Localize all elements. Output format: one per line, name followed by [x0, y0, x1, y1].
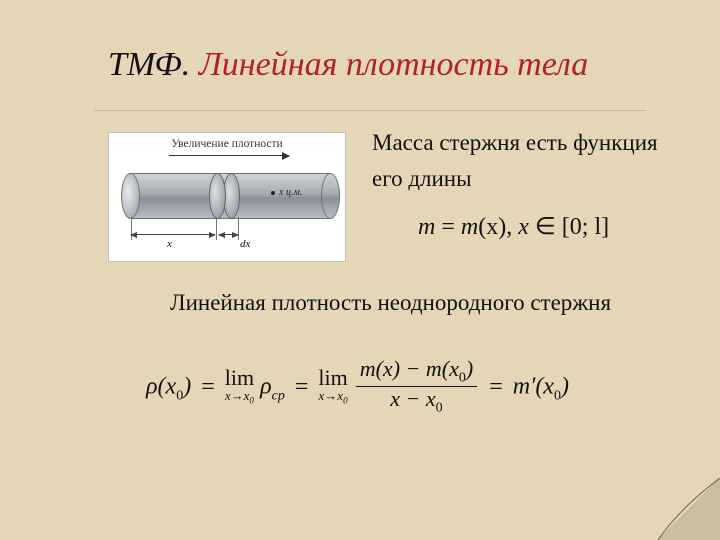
ext-line-2 [216, 217, 217, 240]
center-of-mass-dot [271, 191, 275, 195]
slide-title: ТМФ. Линейная плотность тела [108, 46, 588, 84]
dimension-x-label: x [167, 238, 172, 250]
dimension-dx-label: dx [240, 238, 250, 250]
f2-zero-b: 0 [554, 388, 561, 403]
f2-lim1-top: lim [225, 365, 254, 390]
f2-rparen: ) [561, 374, 569, 400]
paragraph-mass-function: Масса стержня есть функция его длины [372, 125, 682, 196]
f1-x: x [518, 214, 529, 240]
f2-den-zero: 0 [436, 400, 443, 415]
f2-num-zero: 0 [459, 370, 466, 385]
center-of-mass-label: x ц.м. [279, 187, 302, 198]
f2-eq2: = [285, 374, 319, 400]
f2-den-a: x − x [390, 386, 435, 411]
rod-endcap-left [121, 173, 140, 219]
f1-m: m [418, 214, 435, 240]
f2-rho2: ρ [254, 374, 272, 400]
rod-endcap-right [321, 173, 340, 219]
f2-num-a: m(x) − m(x [360, 356, 459, 381]
f2-lim2-sub-r: 0 [343, 395, 348, 405]
f2-lim2: limx→x0 [318, 366, 347, 406]
rod-slice-dx-left [209, 173, 226, 219]
dimension-dx [219, 234, 238, 235]
f2-eq3: = [479, 374, 513, 400]
f2-eq1: = [191, 374, 225, 400]
f2-num-b: ) [466, 356, 473, 381]
page-curl-icon [658, 478, 720, 540]
paragraph-linear-density: Линейная плотность неоднородного стержня [170, 285, 650, 321]
f2-lim1: limx→x0 [225, 366, 254, 406]
f2-rho: ρ [146, 374, 158, 400]
dimension-x [131, 234, 215, 235]
f1-in: ∈ [529, 214, 562, 240]
f2-mprime: m′(x [513, 374, 554, 400]
f2-x0a: x [166, 374, 177, 400]
f2-lim1-sub-l: x→x [225, 388, 250, 403]
f2-frac: m(x) − m(x0) x − x0 [356, 357, 477, 415]
title-separator [94, 110, 646, 111]
title-prefix: ТМФ. [108, 46, 199, 83]
rod-diagram: Увеличение плотности x ц.м. x dx [108, 132, 346, 262]
f2-lim2-sub-l: x→x [319, 388, 344, 403]
diagram-caption: Увеличение плотности [109, 138, 345, 150]
formula-density: ρ(x0) = limx→x0 ρср = limx→x0 m(x) − m(x… [146, 338, 594, 406]
density-arrow [169, 155, 289, 156]
f1-parenx: (x), [478, 214, 518, 240]
f2-lim2-top: lim [318, 365, 347, 390]
formula-density-row: ρ(x0) = limx→x0 ρср = limx→x0 m(x) − m(x… [146, 359, 569, 417]
f1-interval: [0; l] [562, 214, 609, 240]
f2-lim1-sub-r: 0 [249, 395, 254, 405]
f1-mx: m [461, 214, 478, 240]
title-body: Линейная плотность тела [199, 46, 588, 83]
f2-cp: ср [272, 388, 285, 403]
f1-eq: = [435, 214, 461, 240]
formula-mass: m = m(x), x ∈ [0; l] [418, 212, 609, 241]
